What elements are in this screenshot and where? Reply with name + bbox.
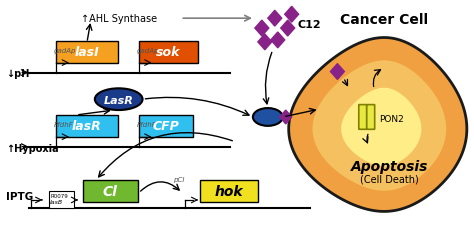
Text: LasR: LasR [104,96,134,106]
Ellipse shape [95,89,143,111]
FancyBboxPatch shape [359,105,367,130]
Polygon shape [289,38,467,212]
Text: ↓pH: ↓pH [6,69,30,79]
Polygon shape [341,88,421,166]
Polygon shape [312,61,446,191]
Polygon shape [258,35,272,51]
Text: gadAp: gadAp [54,48,77,54]
Polygon shape [285,7,299,23]
Text: lasI: lasI [74,46,99,59]
Text: ↑AHL Synthase: ↑AHL Synthase [81,14,157,24]
Polygon shape [271,33,285,49]
Polygon shape [268,11,282,27]
Text: lasB: lasB [50,199,63,204]
Text: (Cell Death): (Cell Death) [360,173,419,183]
Text: Cancer Cell: Cancer Cell [340,13,428,27]
Text: PON2: PON2 [379,115,404,124]
Text: pCI: pCI [173,176,184,182]
Text: IPTG: IPTG [6,191,34,201]
Text: sok: sok [156,46,181,59]
Text: lasR: lasR [72,120,102,133]
Text: R0079: R0079 [50,193,68,198]
FancyBboxPatch shape [49,191,74,208]
Text: C12: C12 [298,20,321,30]
Text: PfdhF: PfdhF [137,121,156,127]
Polygon shape [255,21,269,37]
Text: Apoptosis: Apoptosis [350,160,428,174]
FancyBboxPatch shape [138,42,198,63]
Polygon shape [281,21,295,37]
Ellipse shape [253,109,283,126]
FancyBboxPatch shape [138,115,193,137]
Text: gadAp: gadAp [137,48,159,54]
Text: Cl: Cl [103,184,118,198]
FancyBboxPatch shape [56,115,118,137]
Text: ↑Hypoxia: ↑Hypoxia [6,143,59,153]
Polygon shape [330,64,345,80]
FancyBboxPatch shape [200,180,258,202]
Text: CFP: CFP [153,120,179,133]
Polygon shape [280,111,292,124]
FancyBboxPatch shape [56,42,118,63]
FancyBboxPatch shape [367,105,374,130]
Text: hok: hok [215,184,243,198]
FancyBboxPatch shape [83,180,137,202]
Text: PfdhF: PfdhF [54,121,74,127]
